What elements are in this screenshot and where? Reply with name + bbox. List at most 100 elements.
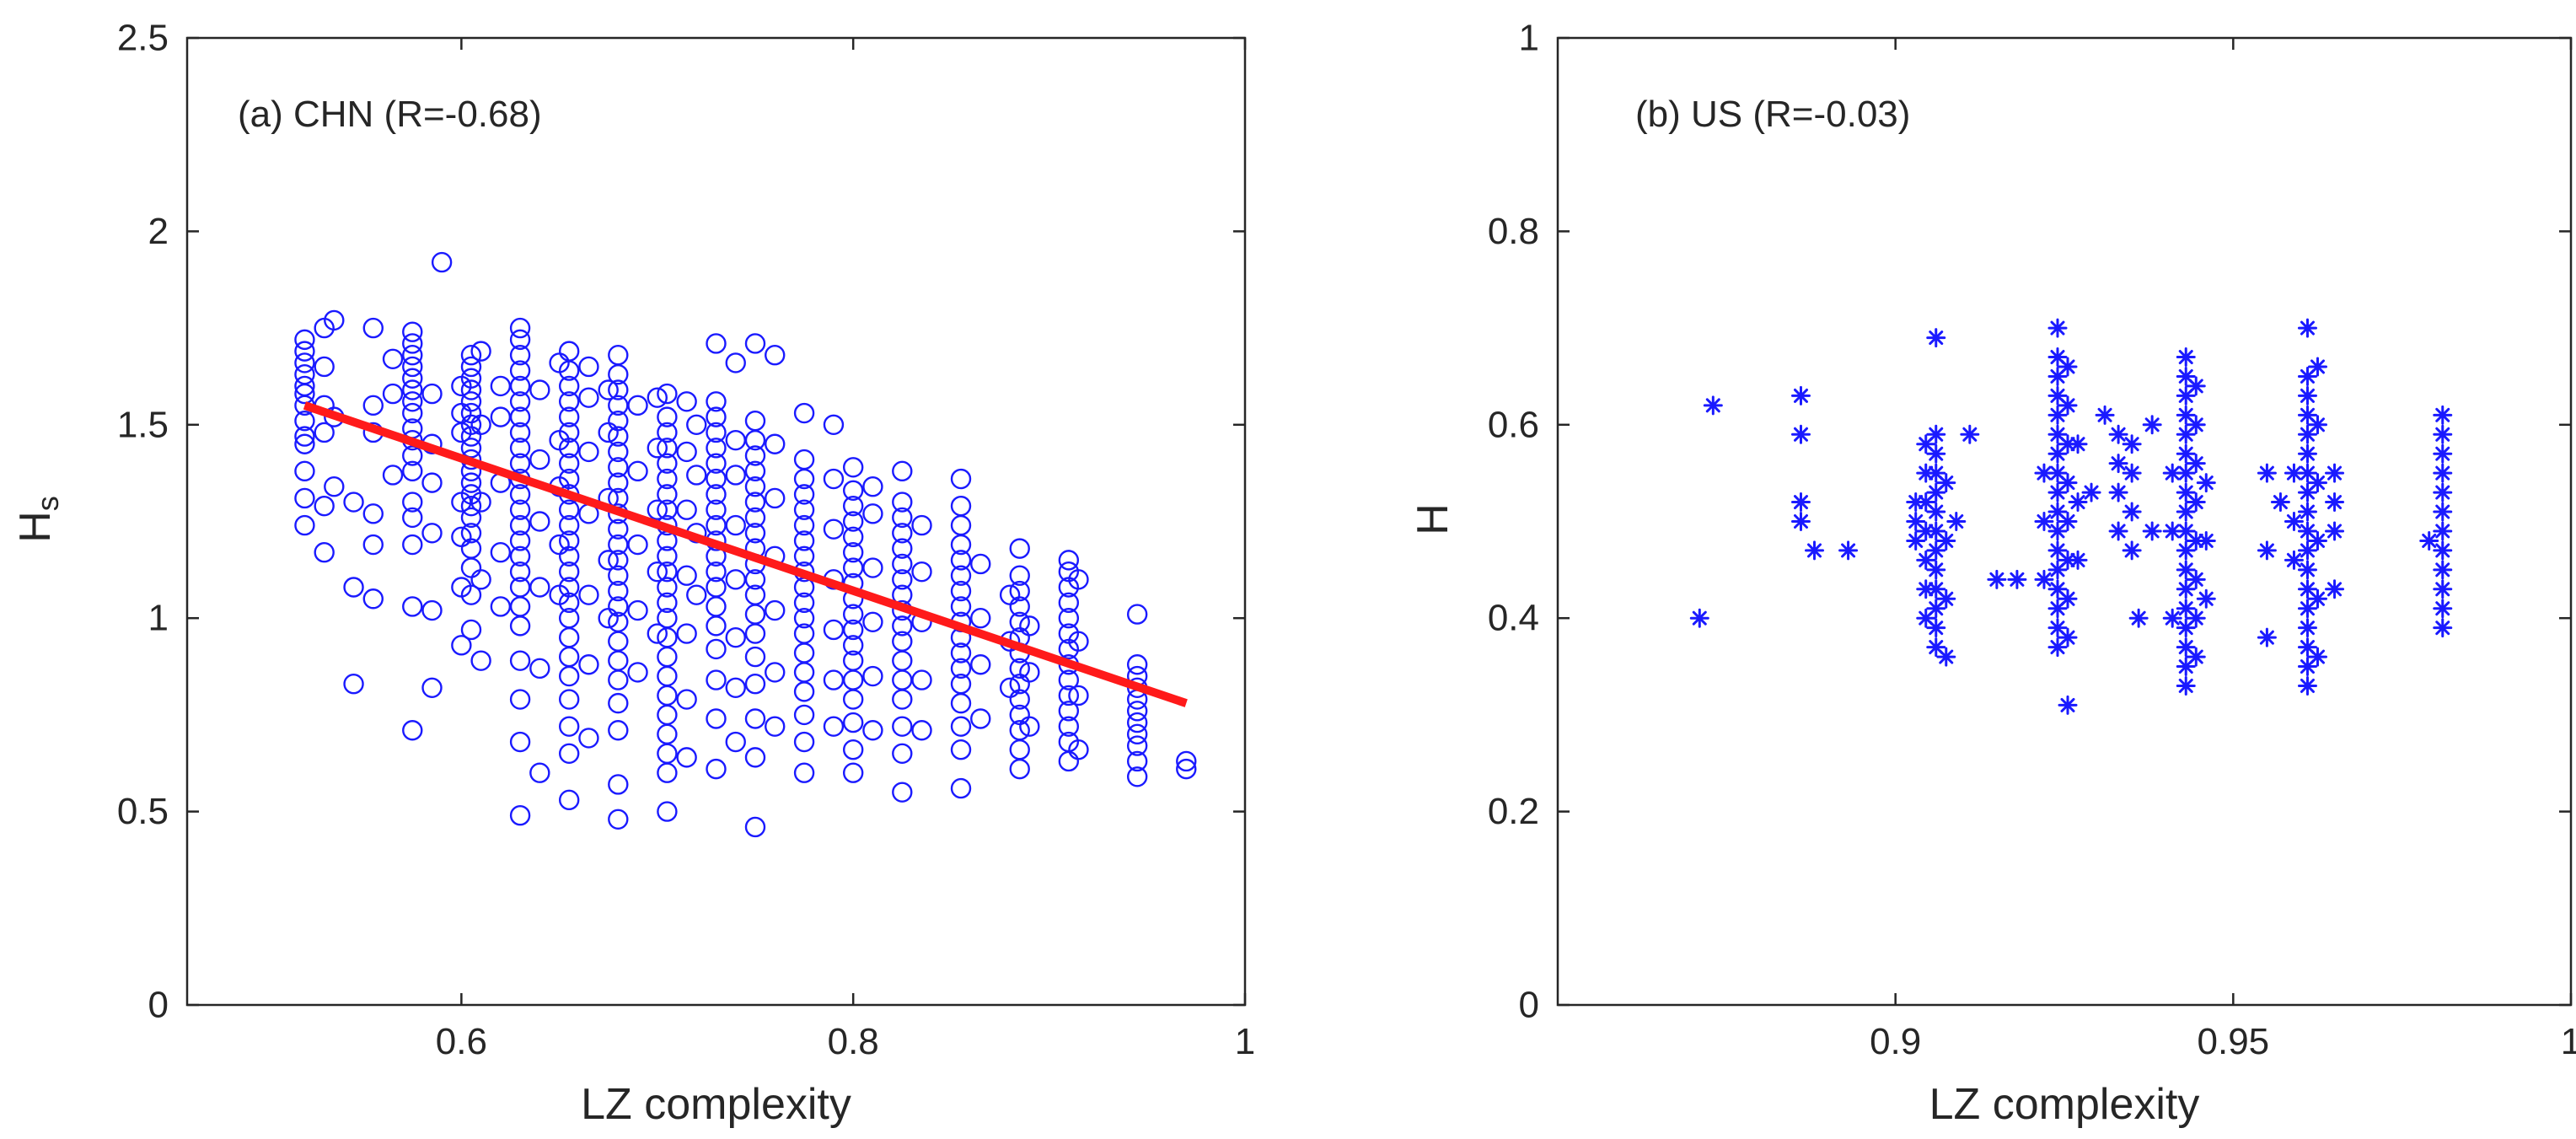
data-point-circle <box>725 569 746 590</box>
data-point-circle <box>627 599 648 621</box>
y-tick-label: 2.5 <box>117 18 169 59</box>
data-point-star <box>2047 318 2068 338</box>
y-tick-label: 2 <box>148 211 169 252</box>
data-point-circle <box>892 460 913 482</box>
data-point-star <box>2308 415 2327 435</box>
data-point-star <box>2433 482 2453 502</box>
data-point-circle <box>676 441 697 463</box>
data-point-circle <box>608 395 629 416</box>
data-point-circle <box>294 514 315 536</box>
data-point-circle <box>509 530 531 551</box>
data-point-star <box>1838 540 1859 561</box>
star-stroke <box>2178 524 2193 539</box>
data-point-circle <box>676 499 697 520</box>
data-point-star <box>2433 502 2453 522</box>
data-point-circle <box>402 720 423 741</box>
data-point-circle <box>706 514 727 536</box>
data-point-star <box>2034 512 2054 531</box>
data-point-circle <box>382 348 404 370</box>
data-point-star <box>2433 579 2453 599</box>
data-point-circle <box>676 623 697 644</box>
y-axis-label: Hs <box>11 496 65 543</box>
data-point-star <box>2325 492 2345 513</box>
star-stroke <box>2310 359 2325 374</box>
star-stroke <box>1807 543 1822 558</box>
star-stroke <box>2273 495 2288 510</box>
data-point-circle <box>558 453 580 474</box>
data-point-star <box>2325 463 2345 483</box>
data-point-circle <box>725 514 746 536</box>
data-point-star <box>2433 463 2453 483</box>
star-stroke <box>2188 456 2203 471</box>
star-stroke <box>2165 524 2180 539</box>
star-stroke <box>2310 591 2325 606</box>
star-stroke <box>2300 582 2315 597</box>
data-point-circle <box>1068 631 1089 652</box>
data-point-circle <box>402 321 423 342</box>
data-point-circle <box>765 599 786 621</box>
data-point-star <box>2122 434 2142 454</box>
data-point-circle <box>509 650 531 671</box>
data-point-circle <box>657 592 678 614</box>
data-point-circle <box>608 426 629 447</box>
star-stroke <box>2300 640 2315 655</box>
data-point-star <box>2284 512 2304 531</box>
star-stroke <box>2327 582 2343 597</box>
data-point-circle <box>744 569 766 590</box>
star-stroke <box>2435 465 2450 481</box>
star-stroke <box>2144 417 2160 432</box>
data-point-circle <box>382 465 404 486</box>
data-point-star <box>2176 560 2196 580</box>
data-point-circle <box>657 561 678 583</box>
star-stroke <box>2259 465 2274 481</box>
data-point-star <box>2325 579 2345 599</box>
data-point-circle <box>706 391 727 412</box>
data-point-star <box>2186 569 2206 589</box>
data-point-circle <box>608 518 629 540</box>
data-point-circle <box>706 669 727 690</box>
star-stroke <box>2198 591 2214 606</box>
data-point-circle <box>460 379 482 400</box>
data-point-circle <box>725 352 746 373</box>
data-point-star <box>2284 550 2304 570</box>
star-stroke <box>2070 552 2085 567</box>
data-point-star <box>2297 443 2317 464</box>
star-stroke <box>1793 495 1808 510</box>
star-stroke <box>2037 465 2052 481</box>
data-point-circle <box>314 422 335 443</box>
star-stroke <box>2070 495 2085 510</box>
data-point-circle <box>950 550 972 571</box>
data-point-circle <box>470 341 491 362</box>
star-stroke <box>2435 485 2450 500</box>
data-point-circle <box>1009 538 1030 559</box>
data-point-circle <box>578 728 599 749</box>
data-point-circle <box>558 789 580 811</box>
star-stroke <box>2111 456 2126 471</box>
data-point-circle <box>862 476 883 497</box>
data-point-star <box>2108 521 2128 541</box>
data-point-circle <box>911 561 932 583</box>
star-stroke <box>2300 465 2315 481</box>
data-point-circle <box>950 565 972 586</box>
star-stroke <box>2010 572 2025 587</box>
data-point-circle <box>362 395 384 416</box>
star-stroke <box>2435 407 2450 422</box>
data-point-star <box>2095 405 2115 425</box>
data-point-circle <box>744 507 766 529</box>
data-point-circle <box>470 650 491 671</box>
data-point-circle <box>509 360 531 381</box>
data-point-circle <box>343 492 364 513</box>
data-point-circle <box>911 720 932 741</box>
data-point-circle <box>892 631 913 652</box>
data-point-circle <box>657 438 678 459</box>
star-stroke <box>2327 495 2343 510</box>
data-point-circle <box>509 438 531 459</box>
data-point-circle <box>950 716 972 737</box>
star-stroke <box>1705 398 1720 413</box>
data-point-star <box>2433 599 2453 619</box>
data-point-circle <box>676 565 697 586</box>
y-tick-label: 0.6 <box>1488 404 1539 445</box>
star-stroke <box>1939 649 1954 664</box>
data-point-circle <box>343 673 364 695</box>
